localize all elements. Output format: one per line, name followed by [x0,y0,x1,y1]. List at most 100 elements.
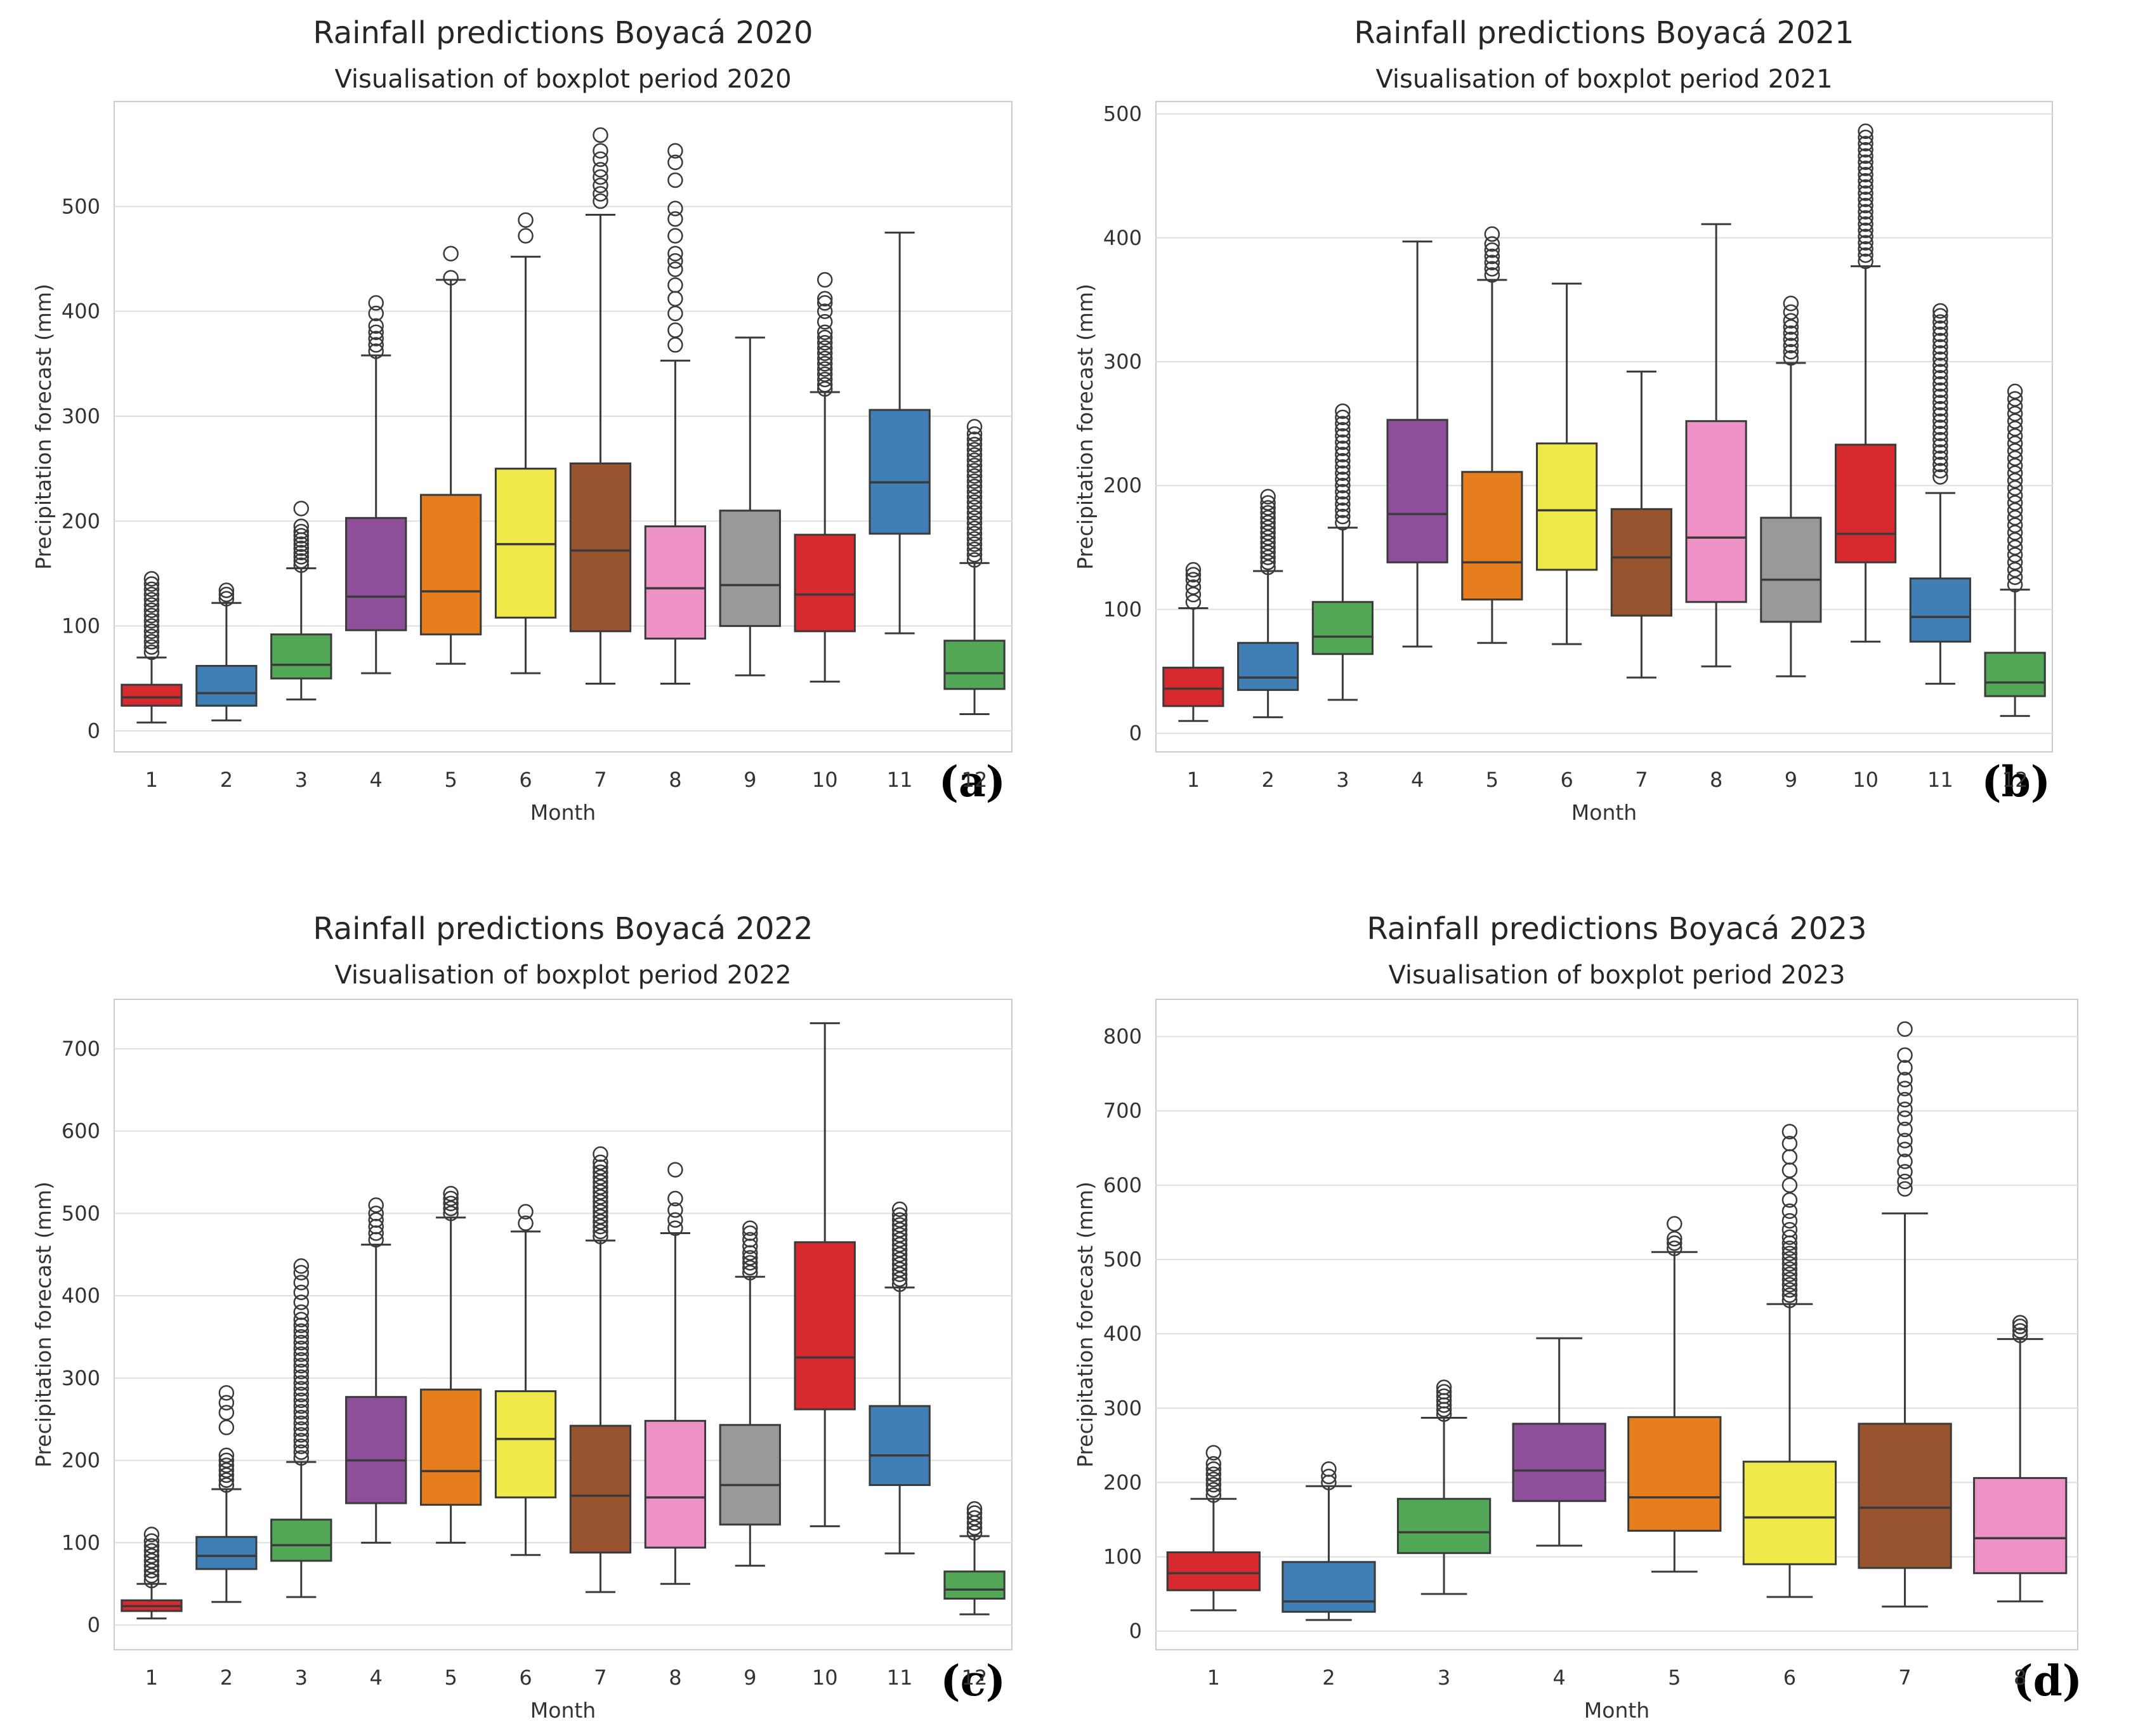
chart-title: Rainfall predictions Boyacá 2020 [313,15,813,51]
outlier-point [2007,465,2023,481]
outlier-point [1260,534,1276,551]
outlier-point [1260,555,1276,570]
outlier-point [218,1477,235,1493]
outlier-point [1781,1136,1798,1152]
outlier-point [368,1197,384,1213]
x-tick-label: 1 [145,768,158,792]
box-month-11: 11 [869,1201,931,1690]
outlier-point [1205,1456,1222,1472]
outlier-point [2007,398,2023,414]
outlier-point [1781,1282,1798,1298]
outlier-point [1781,1251,1798,1267]
outlier-point [667,211,683,227]
outlier-point [2007,480,2023,496]
x-tick-label: 8 [669,1666,681,1690]
box-month-5: 5 [1627,1216,1722,1690]
outlier-point [518,228,534,244]
outlier-point [2007,539,2023,556]
outlier-point [966,1505,983,1521]
outlier-point [1335,508,1351,525]
outlier-point [1781,1192,1798,1208]
iqr-box [1742,1461,1837,1565]
outlier-point [1260,525,1276,541]
outlier-point [1335,428,1351,444]
box-month-8: 8 [1973,1315,2068,1690]
panel-label: (a) [939,757,1006,806]
outlier-point [293,1334,310,1351]
outlier-point [143,581,160,597]
outlier-point [593,1194,608,1210]
outlier-point [1335,477,1351,494]
iqr-box [1282,1561,1376,1613]
outlier-point [1932,326,1948,343]
outlier-point [1335,471,1351,487]
outlier-point [1897,1081,1913,1096]
x-tick-label: 7 [1898,1666,1911,1690]
outlier-point [1205,1487,1222,1503]
outlier-point [218,1457,235,1473]
iqr-box [1536,442,1598,571]
outlier-point [1335,452,1351,469]
outlier-point [667,261,683,277]
outlier-point [368,324,384,340]
y-axis-label: Precipitation forecast (mm) [1073,1181,1098,1468]
outlier-point [966,494,983,510]
outlier-point [293,1329,310,1345]
outlier-point [593,1169,608,1185]
x-tick-label: 2 [220,1666,233,1690]
outlier-point [218,1384,235,1401]
outlier-point [2007,555,2023,570]
outlier-point [817,334,833,351]
iqr-box [569,1424,632,1554]
outlier-point [1205,1476,1222,1493]
outlier-point [1436,1388,1452,1404]
outlier-point [593,193,608,209]
outlier-point [667,246,683,261]
outlier-point [891,1276,908,1292]
outlier-point [891,1242,908,1258]
outlier-point [667,322,683,338]
outlier-point [1897,1121,1913,1138]
outlier-point [1858,216,1873,232]
outlier-point [143,570,160,587]
outlier-point [1781,1246,1798,1261]
outlier-point [2007,532,2023,548]
outlier-point [1932,456,1948,473]
outlier-point [966,531,983,547]
outlier-point [293,1386,310,1403]
outlier-point [667,1202,683,1218]
iqr-box [794,534,856,633]
outlier-point [368,1206,384,1221]
outlier-point [1932,376,1948,392]
outlier-point [966,1510,983,1526]
x-tick-label: 1 [1187,768,1200,792]
outlier-point [742,1225,758,1241]
outlier-point [1667,1235,1682,1251]
outlier-point [1932,395,1948,411]
outlier-point [143,1548,160,1564]
outlier-point [1858,173,1873,189]
outlier-point [1781,1287,1798,1303]
outlier-point [1335,409,1351,426]
x-tick-label: 8 [2014,1666,2026,1690]
outlier-point [293,1381,310,1397]
outlier-point [1260,500,1276,516]
x-tick-label: 10 [812,1666,838,1690]
box-month-2: 2 [1282,1461,1376,1690]
outlier-point [293,1427,310,1443]
outlier-point [2007,473,2023,489]
outlier-point [817,324,833,340]
outlier-point [593,162,608,178]
outlier-point [966,473,983,489]
outlier-point [966,442,983,458]
x-tick-label: 4 [370,1666,383,1690]
outlier-point [143,644,160,661]
outlier-point [1932,345,1948,361]
x-tick-label: 1 [145,1666,158,1690]
iqr-box [644,525,707,640]
outlier-point [593,1146,608,1162]
outlier-point [593,1204,608,1220]
outlier-point [2007,525,2023,541]
outlier-point [1260,504,1276,521]
box-month-4: 4 [1512,1337,1606,1690]
